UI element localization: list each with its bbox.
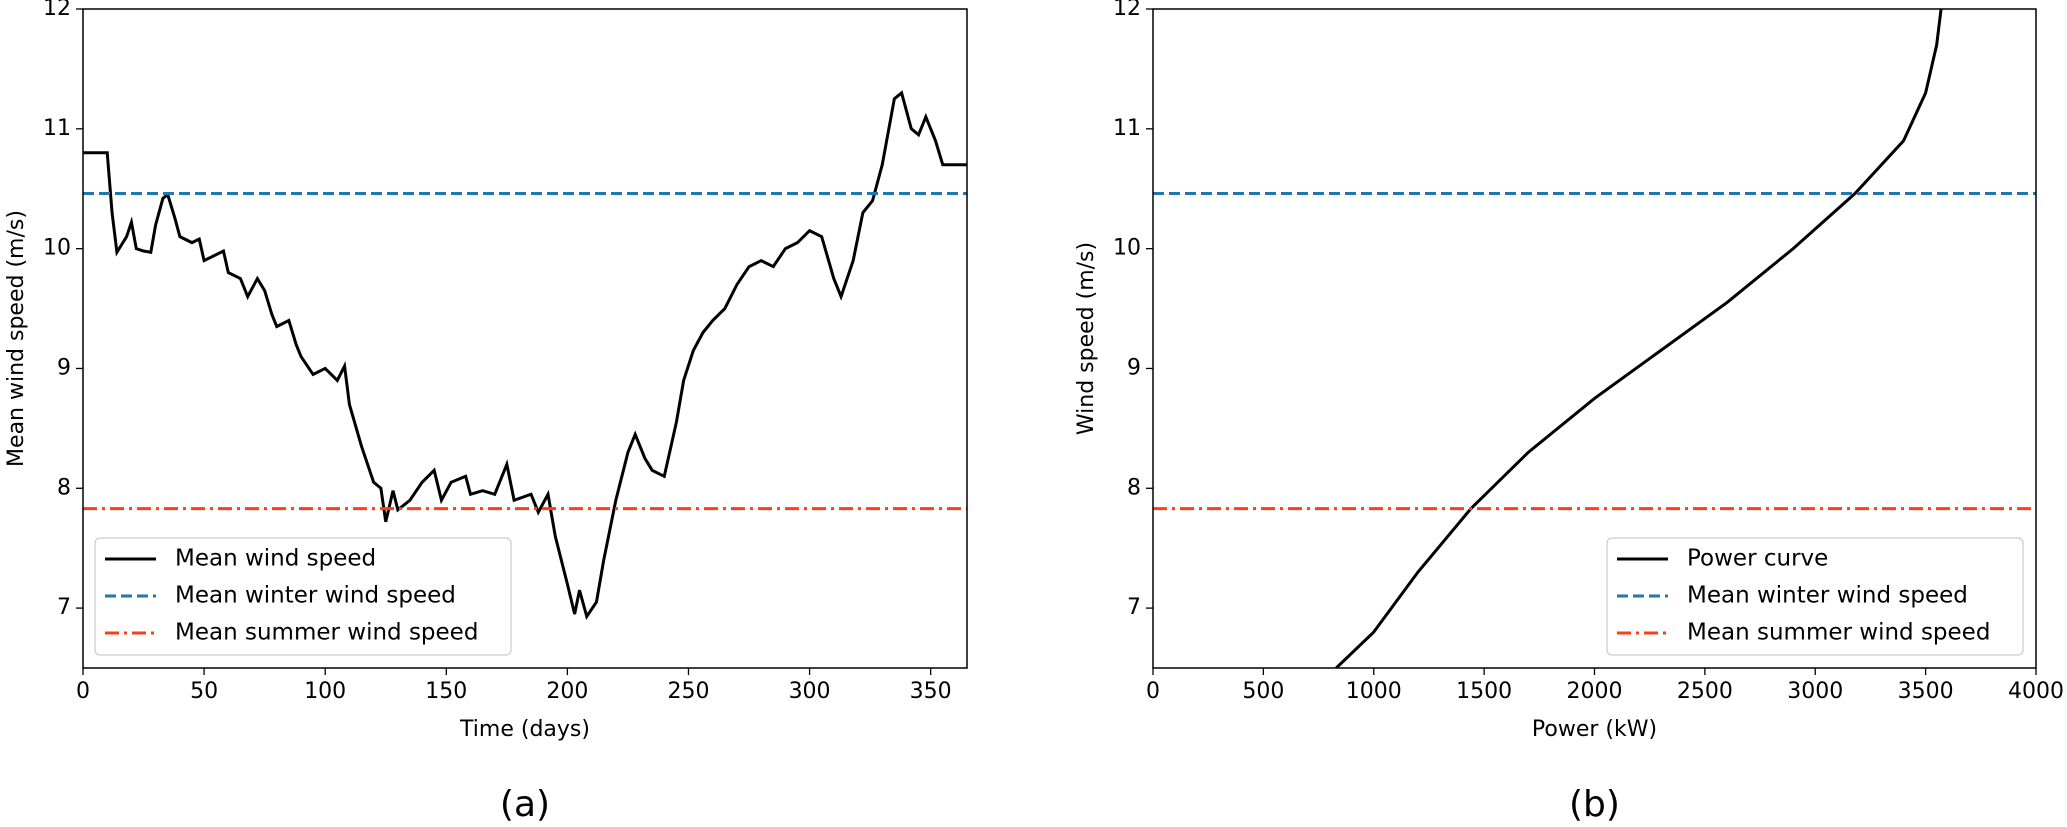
y-tick-label: 12 <box>43 0 71 21</box>
legend-label: Mean winter wind speed <box>1687 583 1968 609</box>
y-tick-label: 7 <box>1127 595 1141 620</box>
x-axis-label: Time (days) <box>459 717 590 742</box>
y-tick-label: 8 <box>1127 475 1141 500</box>
x-tick-label: 1500 <box>1456 679 1512 704</box>
y-tick-label: 9 <box>57 355 71 380</box>
y-axis-label: Mean wind speed (m/s) <box>4 210 29 467</box>
axes-frame <box>1152 8 2037 669</box>
x-tick-label: 200 <box>546 679 588 704</box>
x-tick-label: 500 <box>1242 679 1284 704</box>
legend-box <box>1606 537 2024 656</box>
x-tick-label: 1000 <box>1346 679 1402 704</box>
x-tick-label: 50 <box>190 679 218 704</box>
data-line <box>1335 9 1943 668</box>
y-tick-label: 9 <box>1127 355 1141 380</box>
y-tick-label: 10 <box>43 236 71 261</box>
legend-label: Mean summer wind speed <box>175 620 478 646</box>
y-tick-label: 8 <box>57 475 71 500</box>
y-axis-label: Wind speed (m/s) <box>1074 242 1099 435</box>
x-tick-label: 100 <box>304 679 346 704</box>
y-tick-label: 11 <box>43 116 71 141</box>
data-line <box>83 90 967 621</box>
caption: (b) <box>1569 784 1620 825</box>
x-tick-label: 3000 <box>1787 679 1843 704</box>
legend-label: Mean wind speed <box>175 546 376 572</box>
caption: (a) <box>500 784 550 825</box>
x-tick-label: 300 <box>789 679 831 704</box>
x-tick-label: 4000 <box>2008 679 2064 704</box>
x-tick-label: 0 <box>1146 679 1160 704</box>
y-tick-label: 11 <box>1113 116 1141 141</box>
x-tick-label: 250 <box>667 679 709 704</box>
axes-frame <box>82 8 968 669</box>
x-axis-label: Power (kW) <box>1532 717 1657 742</box>
x-tick-label: 350 <box>910 679 952 704</box>
x-tick-label: 150 <box>425 679 467 704</box>
legend-box <box>94 537 512 656</box>
legend-label: Mean summer wind speed <box>1687 620 1990 646</box>
x-tick-label: 2000 <box>1567 679 1623 704</box>
x-tick-label: 2500 <box>1677 679 1733 704</box>
y-tick-label: 12 <box>1113 0 1141 21</box>
y-tick-label: 10 <box>1113 236 1141 261</box>
legend-label: Power curve <box>1687 546 1828 572</box>
x-tick-label: 3500 <box>1898 679 1954 704</box>
legend-label: Mean winter wind speed <box>175 583 456 609</box>
x-tick-label: 0 <box>76 679 90 704</box>
y-tick-label: 7 <box>57 595 71 620</box>
